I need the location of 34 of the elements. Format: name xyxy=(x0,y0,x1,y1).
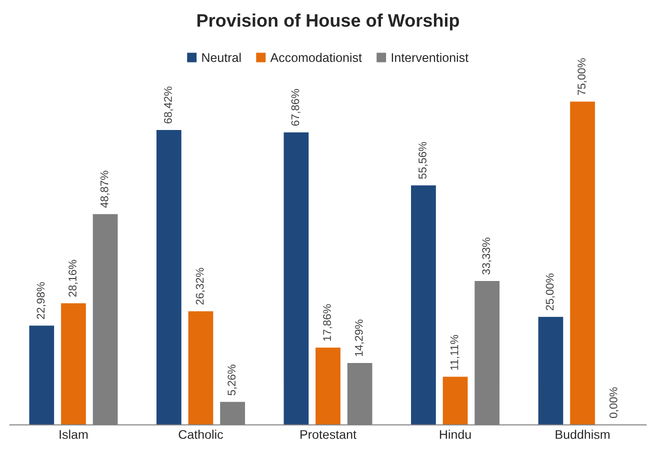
legend-label: Neutral xyxy=(202,52,241,62)
x-tick-label: Protestant xyxy=(300,430,356,439)
x-tick-label: Buddhism xyxy=(556,430,610,439)
data-label: 33,33% xyxy=(482,238,492,275)
data-label: 11,11% xyxy=(450,334,460,370)
bar xyxy=(156,130,182,425)
x-tick-label: Catholic xyxy=(178,430,223,439)
x-tick-label: Islam xyxy=(60,430,88,439)
bar xyxy=(411,185,436,425)
bar xyxy=(538,316,564,425)
chart-title: Provision of House of Worship xyxy=(197,14,460,30)
data-label: 67,86% xyxy=(291,89,300,126)
data-label: 0,00% xyxy=(609,387,619,418)
data-label: 17,86% xyxy=(323,304,332,341)
bar xyxy=(61,303,86,425)
legend-label: Accomodationist xyxy=(270,52,362,62)
data-label: 14,29% xyxy=(354,320,364,356)
data-label: 5,26% xyxy=(228,364,237,396)
bar xyxy=(284,132,309,425)
bar xyxy=(570,102,595,425)
data-label: 26,32% xyxy=(196,268,206,305)
data-label: 25,00% xyxy=(546,274,556,310)
data-label: 22,98% xyxy=(36,282,46,319)
data-label: 48,87% xyxy=(100,170,110,208)
data-label: 75,00% xyxy=(578,58,587,95)
data-label: 68,42% xyxy=(164,86,174,124)
x-tick-label: Hindu xyxy=(440,430,471,439)
data-label: 28,16% xyxy=(68,260,78,297)
bar xyxy=(188,311,214,425)
bar xyxy=(29,326,54,425)
legend-label: Interventionist xyxy=(392,52,468,62)
bar xyxy=(442,376,468,425)
data-label: 55,56% xyxy=(418,142,428,179)
bar xyxy=(316,348,340,425)
